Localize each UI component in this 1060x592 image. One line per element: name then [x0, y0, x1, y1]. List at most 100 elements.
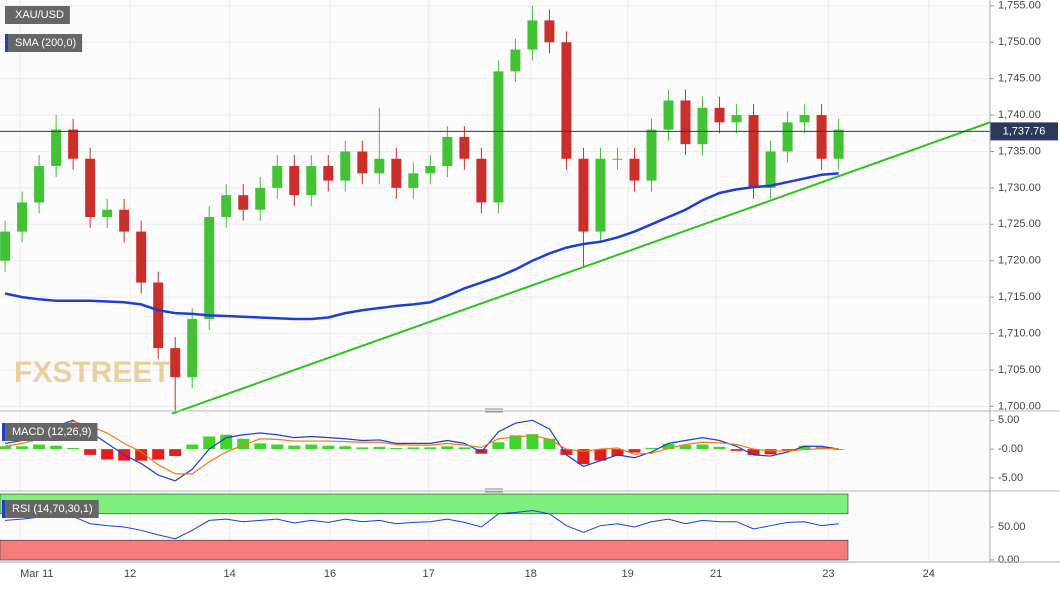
macd-bar [611, 449, 624, 457]
candle-body [799, 115, 810, 123]
macd-bar [169, 449, 182, 457]
candle-body [493, 71, 504, 203]
candle-body [238, 195, 249, 210]
overbought-zone [0, 493, 849, 515]
x-tick-label: 17 [423, 568, 435, 580]
label-box [2, 500, 99, 518]
candle-body [510, 49, 521, 72]
candle-body [136, 231, 147, 283]
indicator-label: MACD (12,26,9) [12, 426, 91, 438]
macd-bar [764, 449, 777, 455]
macd-bar [509, 435, 522, 450]
x-tick-label: 12 [124, 568, 136, 580]
label-stripe [5, 34, 8, 52]
candle-body [0, 231, 11, 261]
y-tick-label: 1,705.00 [998, 364, 1041, 376]
x-tick-label: 24 [923, 568, 935, 580]
y-tick-label: 1,740.00 [998, 109, 1041, 121]
sma-line [4, 172, 839, 321]
macd-bar [730, 449, 743, 451]
x-tick-label: 14 [224, 568, 236, 580]
y-tick-label: 1,710.00 [998, 327, 1041, 339]
y-tick-label: 50.00 [998, 521, 1026, 533]
label-stripe [2, 500, 5, 518]
candle-body [561, 42, 572, 159]
macd-bar [288, 445, 301, 450]
macd-bar [356, 447, 369, 450]
macd-bar [441, 446, 454, 450]
macd-bar [696, 444, 709, 450]
macd-bar [679, 445, 692, 450]
candle-body [153, 282, 164, 349]
candle-body [340, 151, 351, 181]
candle-body [357, 151, 368, 174]
x-tick-label: Mar 11 [20, 568, 53, 580]
candle-body [68, 129, 79, 159]
candle-body [221, 195, 232, 218]
candle-body [51, 129, 62, 167]
candle-body [629, 158, 640, 181]
candle-body [697, 107, 708, 145]
macd-line [5, 419, 839, 482]
candle-body [323, 166, 334, 181]
macd-bar [220, 434, 233, 450]
macd-bar [254, 443, 267, 450]
macd-bar [271, 444, 284, 450]
macd-bar [237, 438, 250, 450]
candle-body [612, 158, 623, 160]
macd-bar [832, 449, 845, 450]
macd-bar [781, 449, 794, 451]
macd-bar [186, 444, 199, 450]
label-box [2, 423, 98, 441]
macd-bar [152, 449, 165, 460]
macd-bar [0, 446, 12, 450]
x-tick-label: 19 [622, 568, 634, 580]
macd-bar [577, 449, 590, 465]
macd-bar [713, 446, 726, 450]
candle-body [425, 166, 436, 174]
x-tick-label: 16 [324, 568, 336, 580]
macd-bar [798, 445, 811, 450]
candle-body [119, 209, 130, 232]
macd-bar [339, 446, 352, 450]
macd-bar [305, 444, 318, 450]
candle-body [272, 166, 283, 188]
candle-body [680, 100, 691, 145]
candle-body [204, 217, 215, 319]
x-tick-label: 18 [525, 568, 537, 580]
candle-body [765, 151, 776, 188]
y-tick-label: 1,730.00 [998, 182, 1041, 194]
candle-body [255, 187, 266, 210]
y-tick-label: 1,755.00 [998, 0, 1041, 12]
x-tick-label: 23 [822, 568, 834, 580]
macd-bar [16, 446, 29, 450]
candle-body [34, 166, 45, 203]
candle-body [782, 122, 793, 152]
macd-bar [101, 449, 114, 460]
macd-bar [747, 449, 760, 455]
y-tick-label: -0.00 [998, 443, 1023, 455]
candle-body [102, 209, 113, 218]
candle-body [459, 136, 470, 159]
last-price-box [990, 122, 1058, 141]
y-tick-label: -5.00 [998, 472, 1023, 484]
candle-body [748, 115, 759, 188]
candle-body [646, 129, 657, 181]
oversold-zone [0, 539, 849, 561]
macd-bar [407, 447, 420, 450]
macd-bar [645, 447, 658, 450]
candle-body [663, 100, 674, 130]
macd-bar [424, 447, 437, 450]
candle-body [544, 20, 555, 43]
y-tick-label: 1,735.00 [998, 145, 1041, 157]
indicator-label: SMA (200,0) [15, 37, 76, 49]
macd-bar [67, 447, 80, 450]
macd-bar [322, 445, 335, 450]
candle-body [578, 158, 589, 232]
candle-body [833, 129, 844, 159]
candle-body [476, 158, 487, 203]
macd-bar [560, 449, 573, 455]
macd-bar [492, 442, 505, 450]
